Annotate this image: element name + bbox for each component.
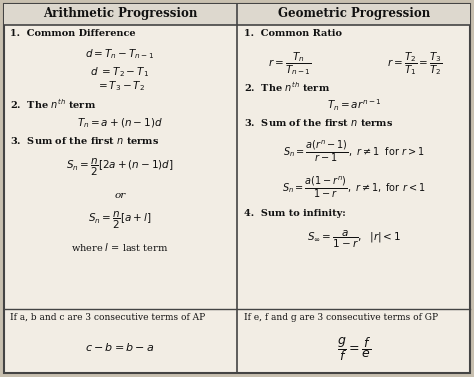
Text: $S_n = \dfrac{n}{2}\left[a + l\right]$: $S_n = \dfrac{n}{2}\left[a + l\right]$ (88, 209, 152, 231)
Text: 3.  Sum of the first $n$ terms: 3. Sum of the first $n$ terms (10, 135, 159, 146)
Text: 3.  Sum of the first $n$ terms: 3. Sum of the first $n$ terms (244, 116, 393, 127)
Text: 1.  Common Ratio: 1. Common Ratio (244, 29, 342, 37)
Text: or: or (114, 190, 126, 199)
Text: $= T_3 - T_2$: $= T_3 - T_2$ (96, 79, 145, 93)
Text: $d = T_n - T_{n-1}$: $d = T_n - T_{n-1}$ (85, 47, 155, 61)
Text: $\dfrac{g}{f} = \dfrac{f}{e}$: $\dfrac{g}{f} = \dfrac{f}{e}$ (337, 335, 372, 363)
Text: 2.  The $n^{th}$ term: 2. The $n^{th}$ term (10, 97, 96, 111)
Text: $r = \dfrac{T_2}{T_1} = \dfrac{T_3}{T_2}$: $r = \dfrac{T_2}{T_1} = \dfrac{T_3}{T_2}… (387, 51, 443, 77)
Text: 4.  Sum to infinity:: 4. Sum to infinity: (244, 210, 346, 219)
Text: $S_n = \dfrac{a\left(r^n - 1\right)}{r-1},\ r \neq 1\ \ \mathrm{for}\ r > 1$: $S_n = \dfrac{a\left(r^n - 1\right)}{r-1… (283, 138, 425, 164)
Bar (4, 4, 470, 25)
Text: 1.  Common Difference: 1. Common Difference (10, 29, 136, 37)
Text: $S_\infty = \dfrac{a}{1-r},\ \ |r| < 1$: $S_\infty = \dfrac{a}{1-r},\ \ |r| < 1$ (307, 228, 401, 250)
Text: $T_n = a + (n-1)d$: $T_n = a + (n-1)d$ (77, 116, 163, 130)
Text: $S_n = \dfrac{a\left(1-r^n\right)}{1-r},\ r \neq 1,\ \mathrm{for}\ r < 1$: $S_n = \dfrac{a\left(1-r^n\right)}{1-r},… (283, 174, 426, 200)
Text: $r = \dfrac{T_n}{T_{n-1}}$: $r = \dfrac{T_n}{T_{n-1}}$ (268, 51, 312, 77)
Text: $c - b = b - a$: $c - b = b - a$ (85, 341, 155, 353)
Text: $d\ = T_2 - T_1$: $d\ = T_2 - T_1$ (91, 65, 149, 79)
Text: where $l$ = last term: where $l$ = last term (71, 241, 169, 253)
Text: If e, f and g are 3 consecutive terms of GP: If e, f and g are 3 consecutive terms of… (244, 313, 438, 322)
Text: $T_n = ar^{n-1}$: $T_n = ar^{n-1}$ (327, 97, 382, 113)
Text: Geometric Progression: Geometric Progression (278, 8, 430, 20)
Text: 2.  The $n^{th}$ term: 2. The $n^{th}$ term (244, 80, 330, 94)
Text: If a, b and c are 3 consecutive terms of AP: If a, b and c are 3 consecutive terms of… (10, 313, 205, 322)
Text: Arithmetic Progression: Arithmetic Progression (43, 8, 197, 20)
Text: $S_n = \dfrac{n}{2}\left[2a + (n-1)d\right]$: $S_n = \dfrac{n}{2}\left[2a + (n-1)d\rig… (66, 156, 174, 178)
